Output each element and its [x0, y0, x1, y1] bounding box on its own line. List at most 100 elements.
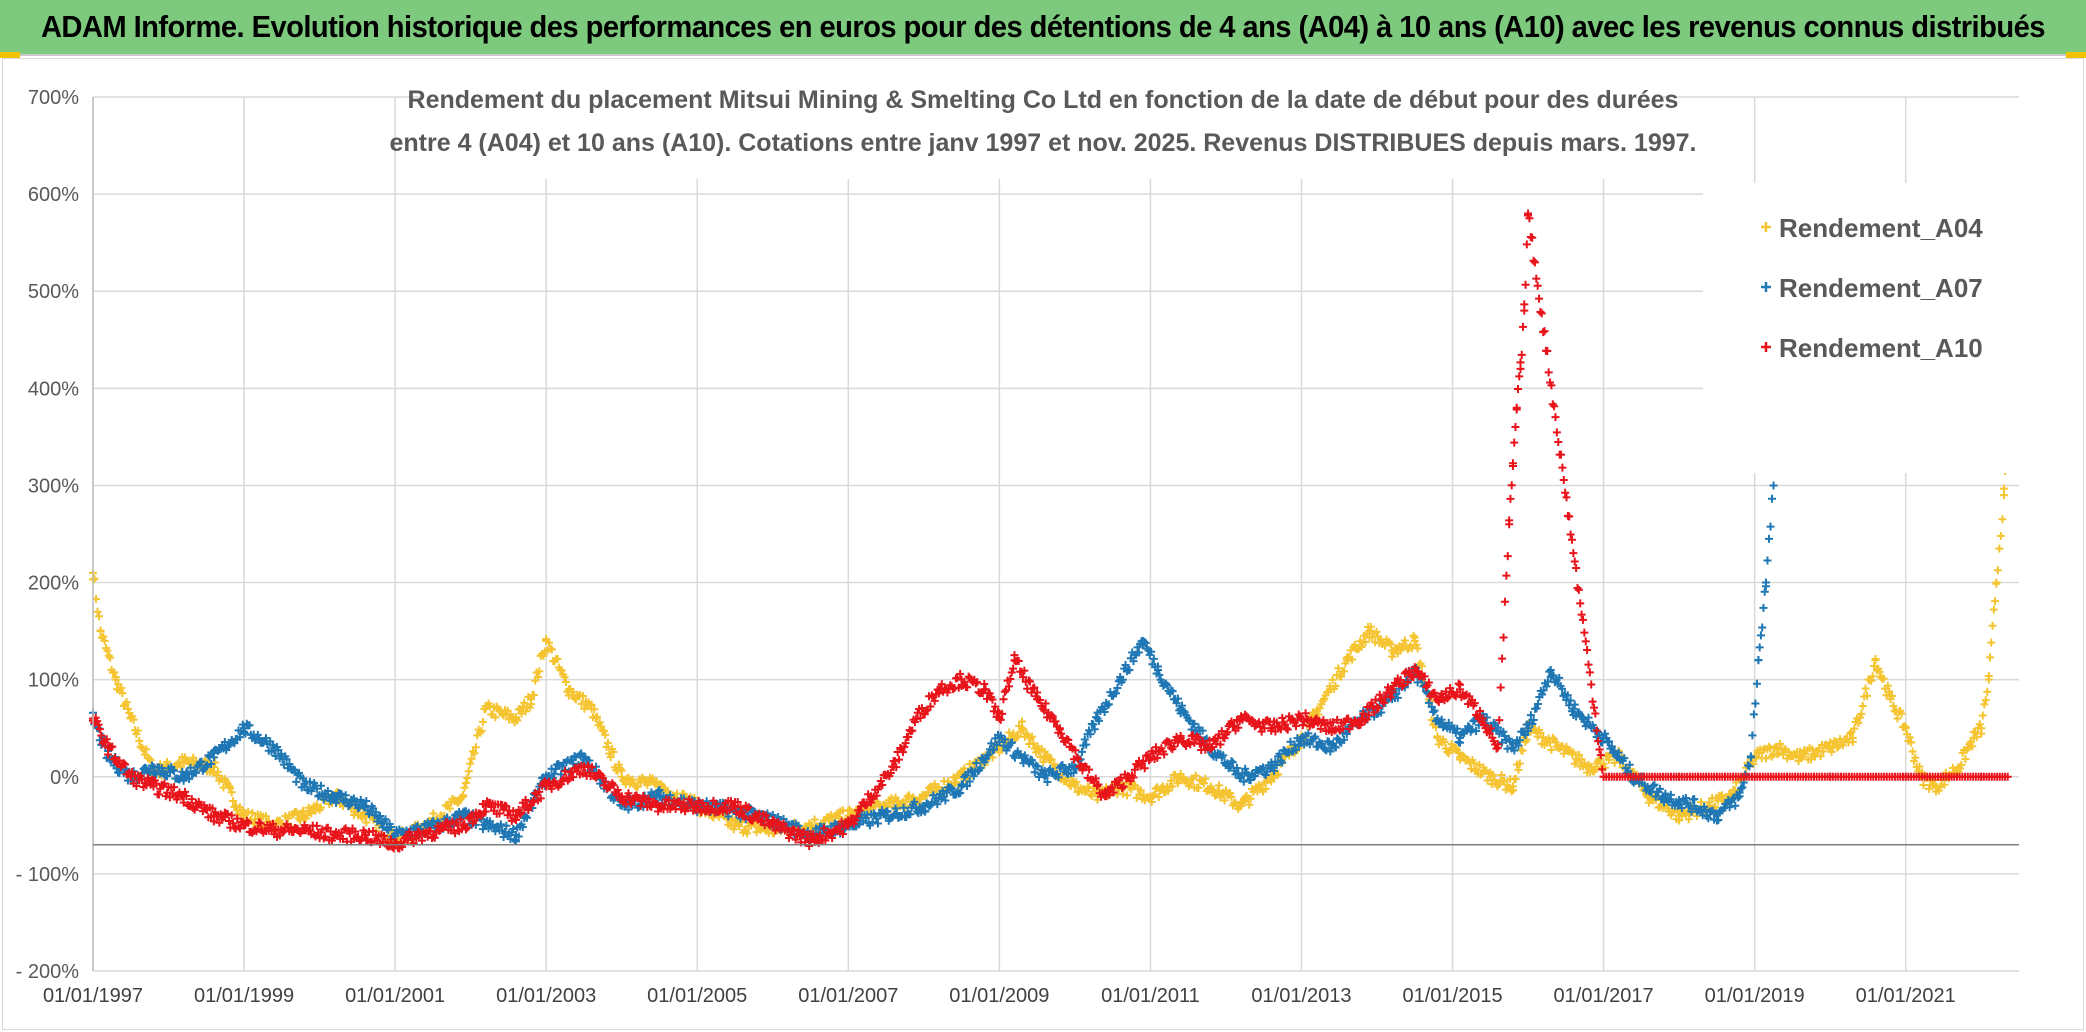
chart-title-line-2: entre 4 (A04) et 10 ans (A10). Cotations… — [390, 129, 1697, 157]
data-point-marker — [1489, 770, 1498, 779]
data-point-marker — [514, 832, 523, 841]
data-point-marker — [1191, 771, 1200, 780]
data-point-marker — [1830, 736, 1839, 745]
data-point-marker — [362, 818, 371, 827]
data-point-marker — [1213, 786, 1222, 795]
data-point-marker — [756, 817, 765, 826]
data-point-marker — [547, 645, 556, 654]
axis-layer: 700% 600% 500% 400% 300% 200% 100% 0% - 100% - 20… — [16, 87, 2019, 1007]
data-point-marker — [1676, 800, 1685, 809]
data-point-marker — [1173, 779, 1182, 788]
data-point-marker — [96, 626, 105, 635]
data-point-marker — [1270, 766, 1279, 775]
data-point-marker — [736, 803, 745, 812]
data-point-marker — [1516, 358, 1525, 367]
data-point-marker — [1010, 651, 1019, 660]
data-point-marker — [984, 750, 993, 759]
data-point-marker — [636, 802, 645, 811]
data-point-marker — [949, 685, 958, 694]
data-point-marker — [1499, 633, 1508, 642]
data-point-marker — [838, 830, 847, 839]
data-point-marker — [1441, 687, 1450, 696]
data-point-marker — [115, 756, 124, 765]
data-point-marker — [855, 806, 864, 815]
data-point-marker — [864, 790, 873, 799]
data-point-marker — [1607, 742, 1616, 751]
data-point-marker — [1515, 736, 1524, 745]
data-point-marker — [663, 786, 672, 795]
data-point-marker — [925, 784, 934, 793]
data-point-marker — [1492, 744, 1501, 753]
data-point-marker — [915, 795, 924, 804]
data-point-marker — [1905, 733, 1914, 742]
data-point-marker — [1697, 807, 1706, 816]
data-point-marker — [223, 809, 232, 818]
data-point-marker — [1127, 785, 1136, 794]
x-tick-label: 01/01/1997 — [43, 985, 143, 1007]
data-point-marker — [1605, 755, 1614, 764]
data-point-marker — [1456, 738, 1465, 747]
y-tick-label: 0% — [50, 767, 79, 789]
data-point-marker — [1140, 637, 1149, 646]
data-point-marker — [1188, 731, 1197, 740]
data-point-marker — [1907, 738, 1916, 747]
chart-area: 700% 600% 500% 400% 300% 200% 100% 0% - 100% - 20… — [2, 58, 2084, 1030]
data-point-marker — [1508, 459, 1517, 468]
data-point-marker — [1430, 706, 1439, 715]
data-point-marker — [561, 767, 570, 776]
data-point-marker — [1806, 755, 1815, 764]
data-point-marker — [1272, 761, 1281, 770]
data-point-marker — [1469, 717, 1478, 726]
data-point-marker — [1331, 681, 1340, 690]
data-point-marker — [1129, 657, 1138, 666]
data-point-marker — [1533, 699, 1542, 708]
data-point-marker — [1108, 783, 1117, 792]
data-point-marker — [591, 714, 600, 723]
data-point-marker — [1572, 564, 1581, 573]
data-point-marker — [1507, 787, 1516, 796]
data-point-marker — [1057, 762, 1066, 771]
data-point-marker — [1413, 644, 1422, 653]
data-point-marker — [1437, 690, 1446, 699]
data-point-marker — [1190, 719, 1199, 728]
data-point-marker — [1030, 683, 1039, 692]
data-point-marker — [369, 826, 378, 835]
data-point-marker — [694, 796, 703, 805]
data-point-marker — [278, 828, 287, 837]
data-point-marker — [1581, 637, 1590, 646]
data-point-marker — [1227, 757, 1236, 766]
series-Rendement_A04 — [89, 432, 2012, 849]
data-point-marker — [1977, 729, 1986, 738]
data-point-marker — [1885, 687, 1894, 696]
data-point-marker — [1889, 701, 1898, 710]
data-point-marker — [624, 789, 633, 798]
y-tick-label: - 200% — [16, 961, 80, 983]
data-point-marker — [518, 823, 527, 832]
x-tick-label: 01/01/2005 — [647, 985, 747, 1007]
data-point-marker — [1914, 767, 1923, 776]
data-point-marker — [1497, 771, 1506, 780]
data-point-marker — [702, 797, 711, 806]
data-point-marker — [524, 692, 533, 701]
data-point-marker — [1506, 494, 1515, 503]
data-point-marker — [918, 802, 927, 811]
data-point-marker — [506, 811, 515, 820]
data-point-marker — [963, 683, 972, 692]
data-point-marker — [1562, 493, 1571, 502]
data-point-marker — [890, 757, 899, 766]
data-point-marker — [1424, 698, 1433, 707]
data-point-marker — [1000, 687, 1009, 696]
chart-svg: 700% 600% 500% 400% 300% 200% 100% 0% - 100% - 20… — [16, 79, 2063, 1007]
data-point-marker — [191, 768, 200, 777]
data-point-marker — [1704, 814, 1713, 823]
data-point-marker — [1398, 682, 1407, 691]
data-point-marker — [1400, 669, 1409, 678]
data-point-marker — [333, 794, 342, 803]
data-point-marker — [1573, 757, 1582, 766]
data-point-marker — [1453, 688, 1462, 697]
data-point-marker — [1010, 753, 1019, 762]
data-point-marker — [828, 834, 837, 843]
data-point-marker — [601, 777, 610, 786]
data-point-marker — [981, 685, 990, 694]
data-point-marker — [1548, 733, 1557, 742]
